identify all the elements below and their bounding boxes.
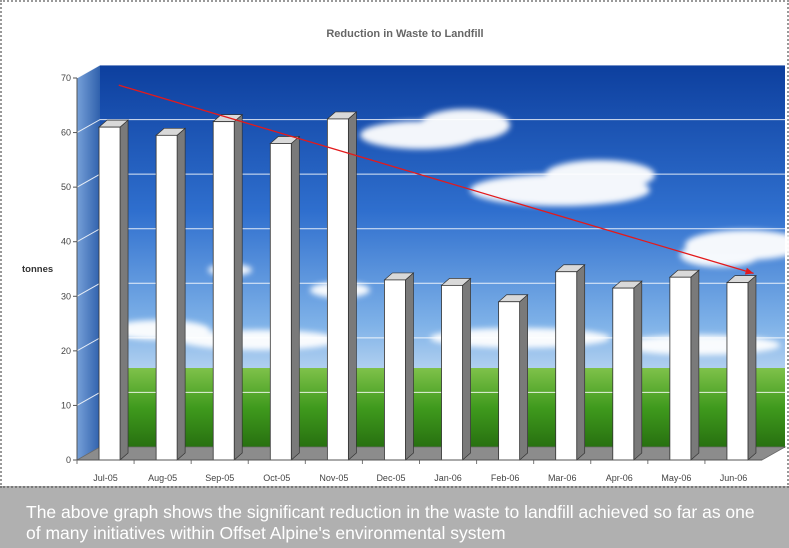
bar-side [747,274,757,461]
bar-front [726,282,749,461]
y-axis-label: tonnes [22,264,53,275]
x-tick-label: Nov-05 [319,473,348,483]
bar-side [233,113,243,461]
y-tick-label: 70 [61,73,71,83]
bar [497,293,529,461]
x-tick-label: Apr-06 [606,473,633,483]
bar [611,280,643,461]
bar-front [441,284,463,461]
bar-side [119,119,129,461]
bar-side [290,135,300,461]
bar-side [690,269,700,461]
bar-side [405,272,414,461]
y-tick-label: 30 [61,291,71,301]
bar [440,277,472,461]
x-tick-label: Jan-06 [434,473,462,483]
bar [383,272,415,461]
x-tick-label: Jul-05 [93,473,118,483]
bar-front [669,276,692,461]
bar [269,135,301,461]
x-axis: Jul-05 Aug-05 Sep-05 Oct-05 Nov-05 Dec-05 Jan-… [76,459,762,483]
bar-side [576,263,586,461]
bar-side [348,111,357,461]
trendline-arrowhead [744,267,754,275]
y-tick-label: 10 [61,400,71,410]
bar-front [98,126,121,461]
gridline [76,119,785,134]
x-tick-label: Sep-05 [205,473,234,483]
y-tick-label: 60 [61,128,71,138]
bar-side [519,293,528,461]
bar-front [612,287,635,461]
y-axis: 0 10 20 30 40 50 60 70 [61,73,78,465]
x-tick-label: Jun-06 [720,473,748,483]
bar [212,113,244,461]
y-tick-label: 0 [66,455,71,465]
bar-front [155,134,178,461]
bar-side [633,280,643,461]
caption-text: The above graph shows the significant re… [26,502,755,543]
trendline-line [118,84,754,275]
gridline [76,64,785,79]
y-tick-label: 50 [61,182,71,192]
bar-front [269,143,292,461]
bars [98,111,757,461]
bar-front [212,121,235,461]
bar-front [498,301,521,461]
caption-box: The above graph shows the significant re… [0,486,789,548]
x-tick-label: Mar-06 [548,473,577,483]
bar [726,274,757,461]
x-tick-label: Feb-06 [491,473,520,483]
y-tick-label: 40 [61,237,71,247]
bar-side [462,277,471,461]
x-tick-label: Dec-05 [376,473,405,483]
bar [98,119,129,461]
bar [155,127,187,461]
bar-front [326,118,349,461]
bar-front [384,279,406,461]
chart-title: Reduction in Waste to Landfill [326,28,483,40]
bar [554,263,586,461]
bar-side [176,127,186,461]
bar [326,111,358,461]
x-tick-label: Oct-05 [263,473,290,483]
trendline [118,84,754,275]
x-tick-label: May-06 [661,473,691,483]
x-tick-label: Aug-05 [148,473,177,483]
side-wall [77,65,100,460]
bar [668,269,700,461]
bar-front [555,271,578,461]
y-tick-label: 20 [61,346,71,356]
